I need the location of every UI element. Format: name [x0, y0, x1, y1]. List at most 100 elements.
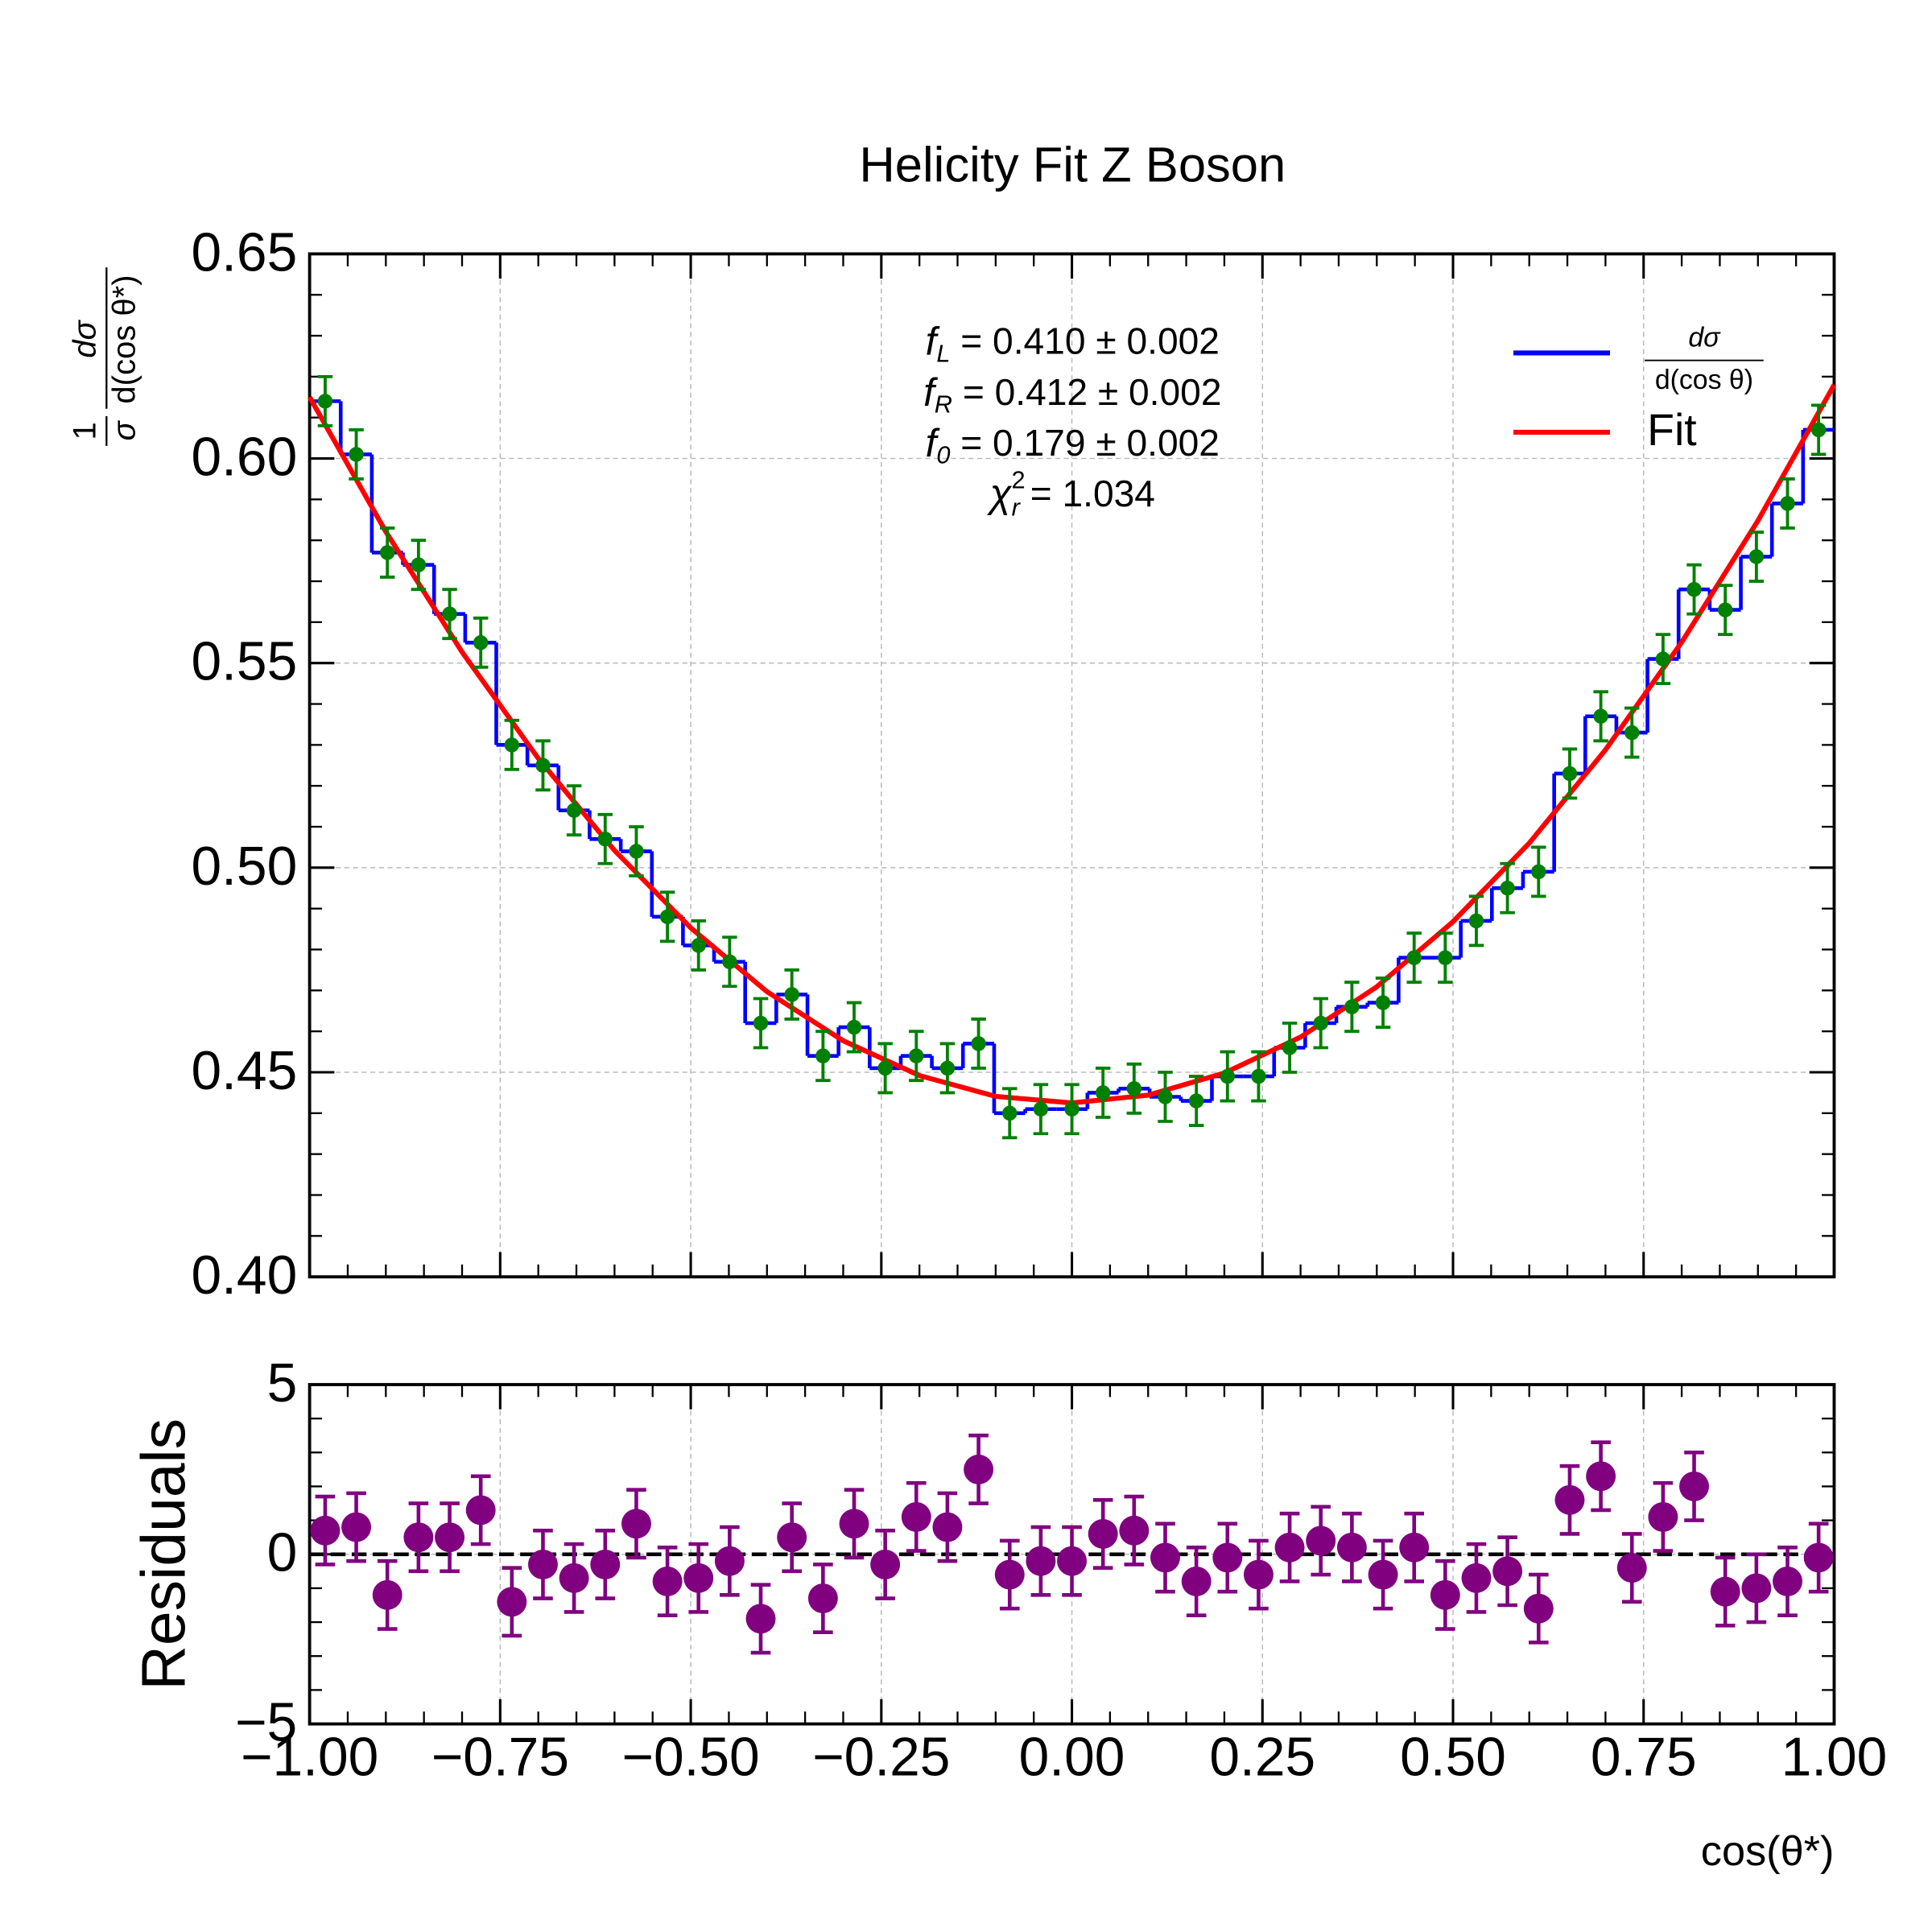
annotation-symbol: f — [926, 421, 940, 465]
data-point — [971, 1036, 986, 1051]
data-point — [1282, 1040, 1298, 1055]
data-point — [621, 1509, 651, 1539]
data-point — [1780, 496, 1795, 511]
data-point — [1033, 1101, 1049, 1117]
annotation: χ2 r = 1.034 — [987, 466, 1155, 522]
data-point — [683, 1563, 714, 1593]
x-tick-label: 0.50 — [1400, 1728, 1506, 1788]
data-point — [745, 1604, 776, 1634]
annotation-symbol: χ — [987, 472, 1013, 516]
annotation-text: = 0.179 ± 0.002 — [950, 422, 1219, 464]
y-tick-label: 0.65 — [191, 222, 297, 283]
data-point — [1616, 1553, 1647, 1583]
data-point — [714, 1546, 745, 1576]
data-point — [1710, 1576, 1740, 1607]
data-point — [1375, 995, 1391, 1010]
data-point — [1531, 864, 1546, 880]
data-point — [1057, 1546, 1087, 1576]
annotation-text: = 0.412 ± 0.002 — [952, 371, 1221, 413]
y-tick-label: 0.40 — [191, 1245, 297, 1306]
data-point — [590, 1549, 621, 1579]
data-point — [1562, 766, 1578, 782]
data-point — [1344, 999, 1360, 1014]
data-point — [1648, 1501, 1678, 1532]
data-point — [659, 909, 675, 925]
data-point — [411, 557, 427, 572]
data-point — [1461, 1563, 1492, 1593]
data-point — [846, 1019, 862, 1035]
annotation-symbol: f — [926, 320, 940, 364]
legend-label: dσ — [1688, 322, 1721, 353]
data-point — [1492, 1556, 1523, 1587]
annotation-symbol: f — [923, 370, 938, 415]
data-point — [528, 1549, 558, 1579]
data-point — [1002, 1105, 1018, 1121]
data-point — [1251, 1068, 1266, 1084]
data-point — [932, 1512, 963, 1542]
ticks: −5 0 5 −1.00 −0.75 −0.50 −0.25 0.00 0.25 0.50 0.75… — [235, 1353, 1887, 1788]
y-tick-label: 0.50 — [191, 836, 297, 897]
data-point — [1655, 651, 1671, 667]
data-point — [1406, 950, 1422, 965]
x-tick-label: 0.25 — [1209, 1728, 1315, 1788]
annotation: f0 = 0.179 ± 0.002 — [926, 421, 1220, 469]
data-point — [1119, 1515, 1150, 1546]
x-tick-label: −0.25 — [812, 1728, 950, 1788]
data-point — [1064, 1101, 1080, 1117]
x-tick-label: −1.00 — [241, 1728, 378, 1788]
data-point — [777, 1522, 807, 1553]
data-point — [379, 545, 395, 560]
data-point — [403, 1522, 434, 1553]
data-point — [442, 606, 457, 621]
annotation: fL = 0.410 ± 0.002 — [926, 320, 1220, 368]
data-point — [310, 1515, 341, 1546]
annotation-subscript: 0 — [936, 441, 950, 469]
legend: dσ d(cos θ) Fit — [1645, 322, 1764, 455]
x-tick-label: −0.75 — [431, 1728, 569, 1788]
data-point — [1181, 1567, 1212, 1596]
data-point — [1438, 950, 1453, 965]
y-label-part: dσ — [67, 319, 102, 357]
data-point — [1468, 913, 1484, 929]
data-point — [807, 1583, 838, 1614]
y-label-part: σ — [106, 419, 142, 440]
y-tick-label: −5 — [235, 1692, 297, 1752]
data-point — [1810, 422, 1827, 438]
data-point — [559, 1563, 589, 1593]
data-point — [1741, 1573, 1772, 1604]
data-point — [1773, 1567, 1802, 1596]
data-point — [1430, 1579, 1460, 1610]
data-point — [597, 832, 613, 847]
data-point — [1158, 1089, 1173, 1104]
annotation: fR = 0.412 ± 0.002 — [923, 370, 1221, 419]
data-point — [1313, 1015, 1328, 1031]
data-point — [1554, 1484, 1585, 1515]
data-point — [1624, 724, 1640, 741]
chart-title: Helicity Fit Z Boson — [859, 137, 1286, 192]
data-point — [691, 938, 706, 953]
y-axis-label: 1 σ dσ d(cos θ*) — [67, 267, 142, 446]
data-point — [473, 635, 489, 650]
data-point — [901, 1501, 931, 1532]
data-point — [1679, 1471, 1709, 1501]
data-point — [839, 1509, 869, 1539]
data-point — [652, 1567, 683, 1596]
residuals — [309, 1433, 1835, 1655]
data-point — [1399, 1532, 1430, 1563]
annotation-subscript: L — [936, 340, 950, 368]
data-point — [964, 1454, 994, 1484]
histogram — [307, 374, 1837, 1140]
data-point — [1306, 1525, 1336, 1556]
x-tick-label: −0.50 — [621, 1728, 759, 1788]
data-point — [753, 1015, 769, 1031]
legend-label: Fit — [1647, 405, 1697, 455]
data-point — [1274, 1532, 1305, 1563]
y-tick-label: 0 — [267, 1523, 298, 1583]
data-point — [1748, 549, 1765, 564]
data-point — [1336, 1532, 1367, 1563]
data-point — [1243, 1559, 1274, 1590]
data-point — [1368, 1559, 1398, 1590]
y-tick-label: 0.55 — [191, 632, 297, 692]
